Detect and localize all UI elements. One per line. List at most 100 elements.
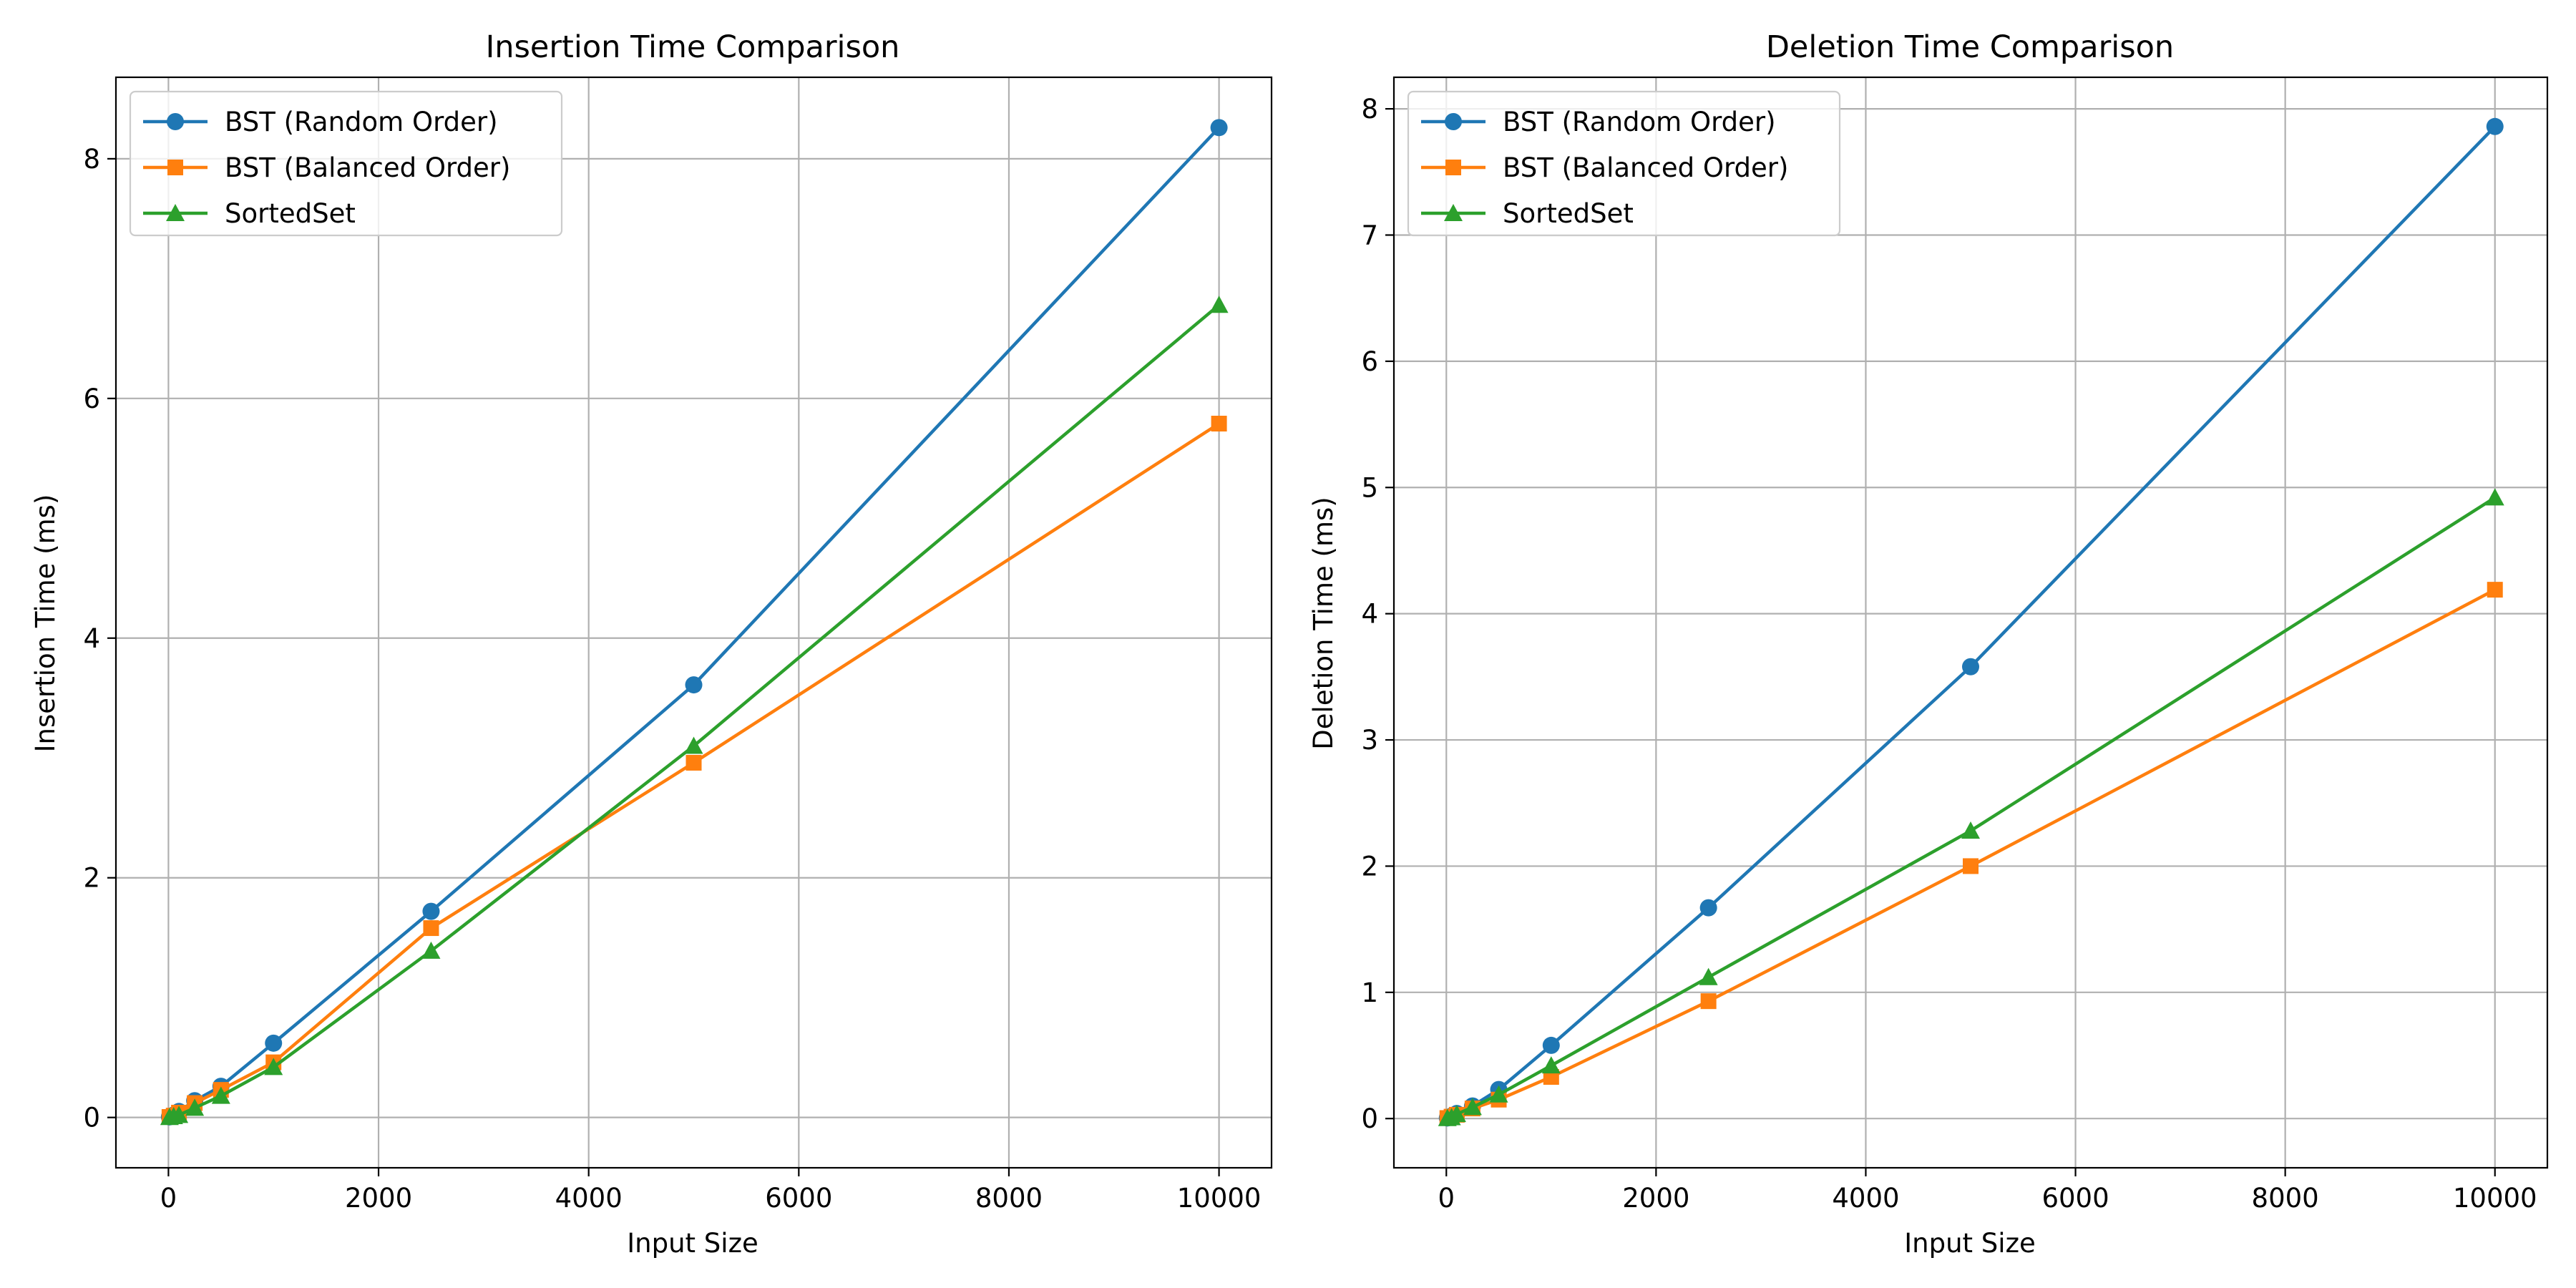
legend-label: BST (Random Order) — [225, 107, 498, 137]
y-tick-label: 7 — [1361, 220, 1378, 250]
x-axis-label: Input Size — [1904, 1228, 2036, 1259]
legend-item: SortedSet — [143, 198, 356, 229]
legend-label: BST (Random Order) — [1503, 107, 1776, 137]
y-tick-label: 6 — [83, 384, 100, 414]
axes-frame — [1392, 76, 2549, 1169]
y-tick-label: 2 — [83, 863, 100, 894]
series-0 — [1438, 117, 2504, 1127]
data-point — [2487, 582, 2503, 598]
data-point — [1699, 967, 1718, 985]
x-tick-label: 8000 — [2252, 1183, 2319, 1214]
data-point — [170, 1106, 189, 1123]
data-point — [1211, 415, 1227, 431]
y-tick-label: 5 — [1361, 472, 1378, 503]
grid — [116, 77, 1272, 1168]
legend: BST (Random Order) BST (Balanced Order) So… — [129, 90, 563, 237]
y-tick-label: 4 — [83, 623, 100, 654]
y-tick-label: 4 — [1361, 599, 1378, 630]
data-point — [421, 941, 441, 959]
x-tick-label: 0 — [160, 1183, 177, 1214]
chart-title: Insertion Time Comparison — [486, 29, 900, 65]
grid — [1394, 77, 2547, 1168]
plot-area: 0 2000 4000 6000 8000 10000 0 2 4 6 8 BST (Random O… — [83, 76, 1273, 1214]
data-point — [1542, 1036, 1560, 1054]
chart-title: Deletion Time Comparison — [1766, 29, 2174, 65]
data-point — [1699, 899, 1717, 917]
axes-frame — [114, 76, 1273, 1169]
legend-label: BST (Balanced Order) — [1503, 152, 1788, 183]
legend-marker — [167, 113, 184, 130]
data-point — [265, 1034, 283, 1052]
legend-marker — [1444, 204, 1463, 222]
data-point — [423, 920, 439, 937]
data-point — [185, 1098, 205, 1116]
data-point — [1963, 858, 1979, 874]
data-point — [1209, 296, 1229, 313]
series-2 — [160, 296, 1229, 1126]
legend-item: SortedSet — [1421, 198, 1634, 229]
x-tick-label: 10000 — [2453, 1183, 2537, 1214]
data-point — [1541, 1056, 1561, 1074]
series-0 — [160, 119, 1228, 1126]
data-point — [1961, 821, 1980, 839]
x-tick-label: 6000 — [765, 1183, 832, 1214]
x-tick-label: 2000 — [1622, 1183, 1689, 1214]
x-axis-label: Input Size — [627, 1228, 758, 1259]
data-point — [1463, 1098, 1482, 1116]
x-tick-label: 0 — [1438, 1183, 1455, 1214]
chart-deletion: Deletion Time Comparison 0 2000 4000 6000 80… — [1308, 29, 2549, 1259]
y-tick-label: 0 — [1361, 1103, 1378, 1134]
data-point — [686, 754, 702, 771]
legend-marker — [167, 160, 183, 175]
y-tick-label: 3 — [1361, 725, 1378, 756]
chart-insertion: Insertion Time Comparison 0 2000 4000 6000 8… — [30, 29, 1273, 1259]
y-tick-label: 8 — [1361, 94, 1378, 125]
series-1 — [161, 415, 1227, 1125]
y-tick-label: 2 — [1361, 851, 1378, 882]
legend-item: BST (Random Order) — [143, 107, 498, 137]
data-point — [684, 736, 703, 754]
y-axis-label: Insertion Time (ms) — [30, 494, 61, 753]
series-2 — [1438, 488, 2504, 1126]
legend-box — [1407, 90, 1841, 237]
x-tick-label: 8000 — [975, 1183, 1043, 1214]
x-tick-label: 2000 — [345, 1183, 412, 1214]
data-point — [1447, 1105, 1466, 1123]
y-axis-label: Deletion Time (ms) — [1308, 497, 1339, 749]
legend-marker — [1445, 113, 1462, 130]
series-line — [168, 126, 1221, 1118]
legend-label: BST (Balanced Order) — [225, 152, 510, 183]
plot-area: 0 2000 4000 6000 8000 10000 0 1 2 3 4 5 6 7 8 BST (Rand… — [1361, 76, 2549, 1214]
y-tick-label: 0 — [83, 1103, 100, 1133]
data-point — [2486, 117, 2504, 135]
series-line — [1447, 496, 2496, 1120]
legend-marker — [1445, 160, 1461, 175]
data-point — [264, 1058, 283, 1075]
legend-box — [129, 90, 563, 237]
data-point — [422, 902, 440, 920]
data-point — [1962, 658, 1979, 675]
legend-item: BST (Balanced Order) — [143, 152, 510, 183]
legend-item: BST (Random Order) — [1421, 107, 1776, 137]
legend-label: SortedSet — [1503, 198, 1634, 229]
data-point — [2485, 488, 2504, 506]
legend-item: BST (Balanced Order) — [1421, 152, 1788, 183]
data-point — [1700, 993, 1717, 1010]
y-tick-label: 8 — [83, 144, 100, 175]
x-tick-label: 10000 — [1177, 1183, 1262, 1214]
series-line — [1446, 125, 2497, 1120]
x-tick-label: 4000 — [1832, 1183, 1899, 1214]
legend-marker — [166, 204, 185, 222]
x-tick-label: 4000 — [555, 1183, 623, 1214]
data-point — [685, 676, 703, 694]
legend-label: SortedSet — [225, 198, 356, 229]
x-tick-label: 6000 — [2041, 1183, 2109, 1214]
data-point — [211, 1086, 230, 1104]
y-tick-label: 1 — [1361, 977, 1378, 1008]
series-line — [169, 303, 1221, 1119]
legend: BST (Random Order) BST (Balanced Order) So… — [1407, 90, 1841, 237]
data-point — [1210, 119, 1228, 137]
data-point — [1489, 1085, 1508, 1103]
y-tick-label: 6 — [1361, 346, 1378, 377]
